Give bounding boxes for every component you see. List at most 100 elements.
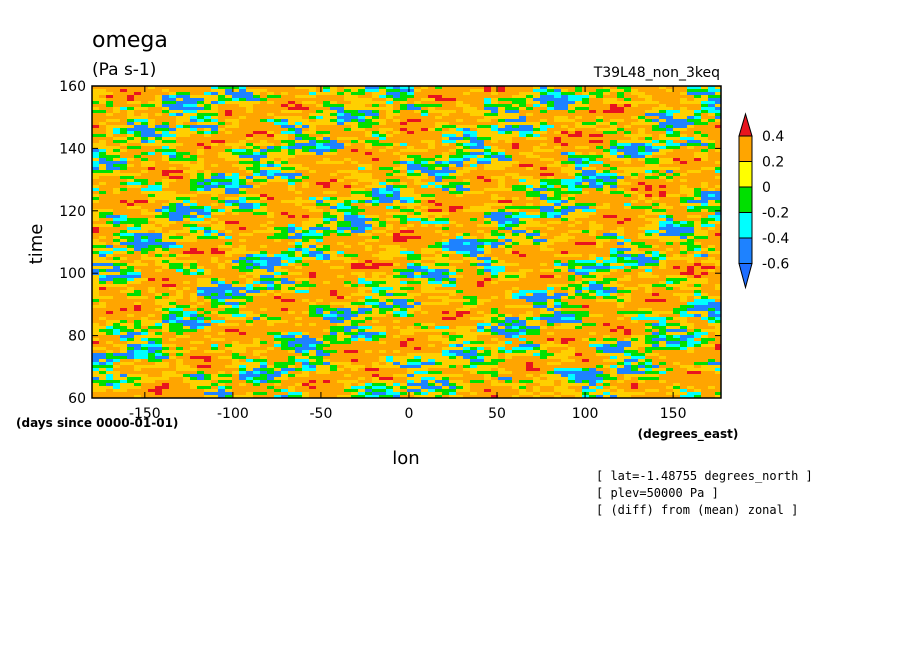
field-cell <box>470 281 477 284</box>
field-cell <box>358 239 365 242</box>
field-cell <box>274 248 281 251</box>
field-cell <box>225 194 239 197</box>
field-cell <box>526 191 540 194</box>
field-cell <box>274 107 281 110</box>
field-cell <box>393 293 400 296</box>
field-cell <box>407 182 414 185</box>
field-cell <box>372 266 379 269</box>
field-cell <box>652 206 659 209</box>
field-cell <box>540 296 547 299</box>
field-cell <box>624 110 638 113</box>
field-cell <box>400 272 407 275</box>
field-cell <box>617 116 631 119</box>
field-cell <box>421 254 435 257</box>
field-cell <box>134 161 141 164</box>
field-cell <box>134 245 141 248</box>
field-cell <box>400 107 407 110</box>
field-cell <box>337 308 351 311</box>
field-cell <box>526 287 540 290</box>
field-cell <box>309 332 316 335</box>
field-cell <box>533 251 540 254</box>
field-cell <box>281 167 288 170</box>
field-cell <box>372 176 386 179</box>
field-cell <box>120 218 127 221</box>
field-cell <box>218 206 225 209</box>
field-cell <box>715 218 721 221</box>
field-cell <box>169 128 176 131</box>
field-cell <box>428 332 442 335</box>
field-cell <box>155 329 162 332</box>
field-cell <box>365 335 372 338</box>
field-cell <box>155 173 162 176</box>
field-cell <box>694 236 708 239</box>
field-cell <box>372 149 379 152</box>
field-cell <box>694 329 701 332</box>
field-cell <box>715 212 721 215</box>
field-cell <box>260 239 267 242</box>
field-cell <box>218 209 225 212</box>
field-cell <box>281 302 288 305</box>
field-cell <box>372 218 379 221</box>
field-cell <box>694 161 701 164</box>
field-cell <box>547 326 554 329</box>
field-cell <box>127 293 134 296</box>
field-cell <box>575 197 582 200</box>
field-cell <box>596 284 603 287</box>
field-cell <box>141 104 155 107</box>
field-cell <box>204 164 211 167</box>
field-cell <box>708 272 721 275</box>
field-cell <box>561 164 568 167</box>
field-cell <box>351 338 358 341</box>
field-cell <box>575 236 582 239</box>
field-cell <box>645 323 652 326</box>
field-cell <box>526 173 533 176</box>
field-cell <box>617 137 631 140</box>
field-cell <box>610 254 617 257</box>
field-cell <box>617 206 624 209</box>
field-cell <box>435 179 442 182</box>
field-cell <box>456 188 470 191</box>
field-cell <box>92 140 99 143</box>
field-cell <box>512 212 519 215</box>
field-cell <box>204 155 211 158</box>
field-cell <box>316 200 323 203</box>
field-cell <box>309 116 316 119</box>
field-cell <box>512 107 519 110</box>
field-cell <box>456 143 463 146</box>
field-cell <box>365 332 379 335</box>
field-cell <box>442 275 449 278</box>
field-cell <box>498 170 505 173</box>
field-cell <box>225 89 232 92</box>
field-cell <box>316 170 323 173</box>
field-cell <box>596 323 603 326</box>
field-cell <box>190 203 197 206</box>
field-cell <box>260 218 274 221</box>
field-cell <box>288 89 295 92</box>
field-cell <box>148 269 155 272</box>
field-cell <box>281 317 288 320</box>
field-cell <box>400 218 407 221</box>
field-cell <box>498 200 512 203</box>
field-cell <box>183 110 197 113</box>
field-cell <box>204 167 211 170</box>
field-cell <box>253 116 267 119</box>
field-cell <box>330 107 337 110</box>
field-cell <box>253 260 267 263</box>
field-cell <box>624 146 631 149</box>
field-cell <box>372 173 386 176</box>
field-cell <box>491 122 498 125</box>
field-cell <box>316 335 323 338</box>
field-cell <box>533 257 540 260</box>
field-cell <box>610 239 617 242</box>
field-cell <box>561 281 568 284</box>
field-cell <box>218 239 225 242</box>
field-cell <box>253 188 260 191</box>
field-cell <box>386 185 393 188</box>
field-cell <box>295 290 309 293</box>
field-cell <box>155 296 162 299</box>
field-cell <box>120 335 127 338</box>
field-cell <box>134 143 141 146</box>
field-cell <box>211 308 225 311</box>
field-cell <box>288 224 295 227</box>
field-cell <box>715 302 721 305</box>
